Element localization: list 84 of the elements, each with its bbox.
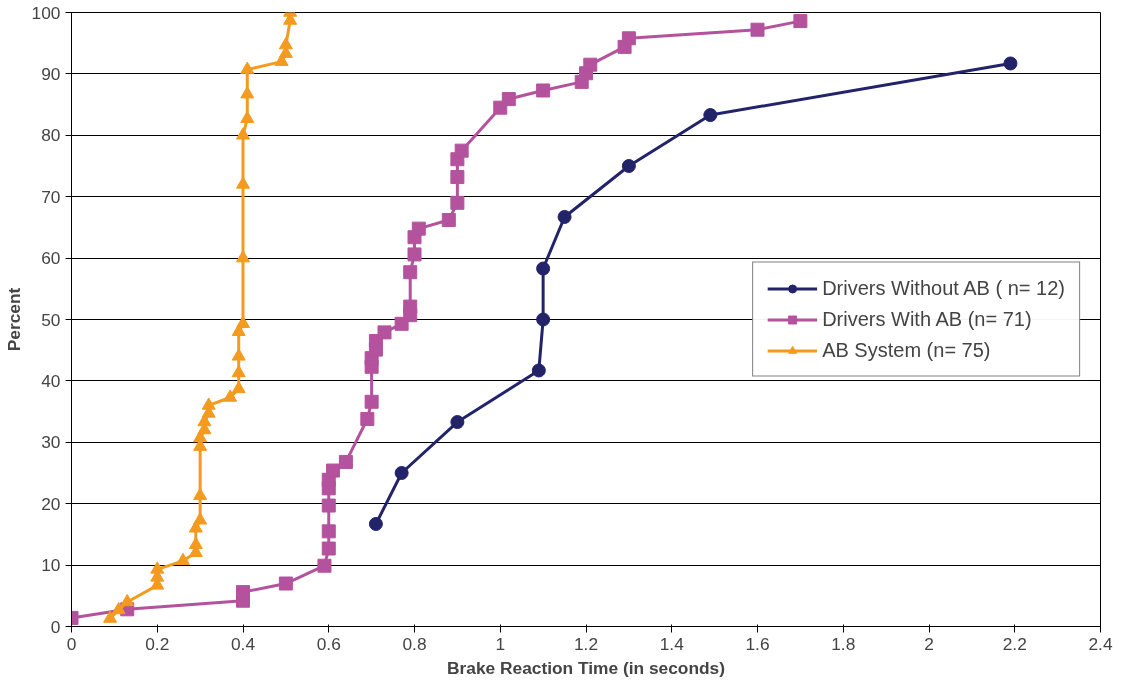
point — [193, 512, 208, 525]
y-tick-label: 20 — [41, 493, 61, 514]
point — [278, 576, 293, 591]
point — [536, 261, 551, 276]
x-tick-label: 2 — [924, 633, 934, 654]
y-tick-label: 30 — [41, 432, 61, 453]
point — [454, 143, 469, 158]
point — [750, 22, 765, 37]
point — [278, 37, 293, 50]
point — [536, 83, 551, 98]
point — [1003, 56, 1018, 71]
y-tick-label: 100 — [31, 2, 61, 23]
point — [557, 209, 572, 224]
x-tick-label: 0.2 — [145, 633, 170, 654]
point — [793, 14, 808, 29]
point — [450, 415, 465, 430]
y-tick-label: 90 — [41, 63, 61, 84]
point — [441, 213, 456, 228]
point — [103, 610, 118, 623]
point — [394, 466, 409, 480]
y-tick-label: 60 — [41, 248, 61, 269]
point — [150, 561, 165, 574]
point — [175, 552, 190, 566]
x-tick-label: 1 — [495, 633, 506, 654]
point — [403, 265, 418, 280]
point — [621, 31, 636, 46]
point — [317, 558, 332, 573]
point — [240, 86, 255, 99]
point — [531, 363, 546, 378]
x-tick-label: 0.6 — [316, 633, 341, 654]
point — [368, 516, 383, 531]
legend-label: Drivers Without AB ( n= 12) — [822, 276, 1065, 300]
point — [111, 601, 126, 615]
point — [501, 92, 516, 107]
point — [326, 463, 341, 478]
y-tick-label: 70 — [41, 186, 61, 207]
point — [236, 315, 250, 329]
point — [231, 380, 246, 394]
point — [360, 411, 375, 426]
point — [321, 524, 336, 539]
point — [240, 110, 255, 123]
point — [403, 299, 418, 314]
point — [120, 593, 135, 607]
x-tick-label: 2.4 — [1088, 633, 1113, 654]
legend-label: Drivers With AB (n= 71) — [822, 307, 1032, 331]
x-tick-label: 1.2 — [573, 633, 599, 654]
point — [223, 389, 238, 402]
point — [621, 159, 636, 173]
point — [193, 487, 208, 500]
y-tick-label: 80 — [41, 125, 61, 146]
point — [231, 364, 246, 378]
point — [377, 325, 392, 340]
point — [188, 536, 203, 550]
y-tick-label: 10 — [41, 555, 61, 576]
x-tick-label: 1.8 — [831, 633, 856, 654]
point — [201, 397, 216, 410]
point — [231, 348, 246, 361]
x-tick-label: 1.6 — [745, 633, 770, 654]
point — [321, 541, 336, 556]
point — [240, 61, 255, 74]
point — [321, 498, 336, 513]
point — [450, 195, 465, 210]
x-tick-label: 1.4 — [659, 633, 685, 654]
x-axis-title: Brake Reaction Time (in seconds) — [447, 657, 725, 678]
y-axis-title: Percent — [3, 287, 24, 352]
legend-label: AB System (n= 75) — [822, 338, 991, 362]
point — [703, 108, 718, 123]
point — [407, 247, 422, 262]
x-tick-label: 0 — [66, 633, 77, 654]
point — [236, 176, 250, 189]
x-tick-label: 0.4 — [230, 633, 256, 654]
x-tick-label: 2.2 — [1002, 633, 1027, 654]
y-tick-label: 40 — [41, 370, 61, 391]
point — [583, 57, 598, 72]
x-tick-label: 0.8 — [402, 633, 427, 654]
point — [236, 127, 250, 140]
y-tick-label: 0 — [50, 616, 61, 637]
point — [450, 170, 465, 185]
point — [236, 250, 250, 263]
point — [411, 221, 426, 236]
y-tick-label: 50 — [41, 309, 61, 330]
point — [536, 312, 551, 327]
point — [338, 454, 353, 469]
point — [364, 394, 379, 409]
